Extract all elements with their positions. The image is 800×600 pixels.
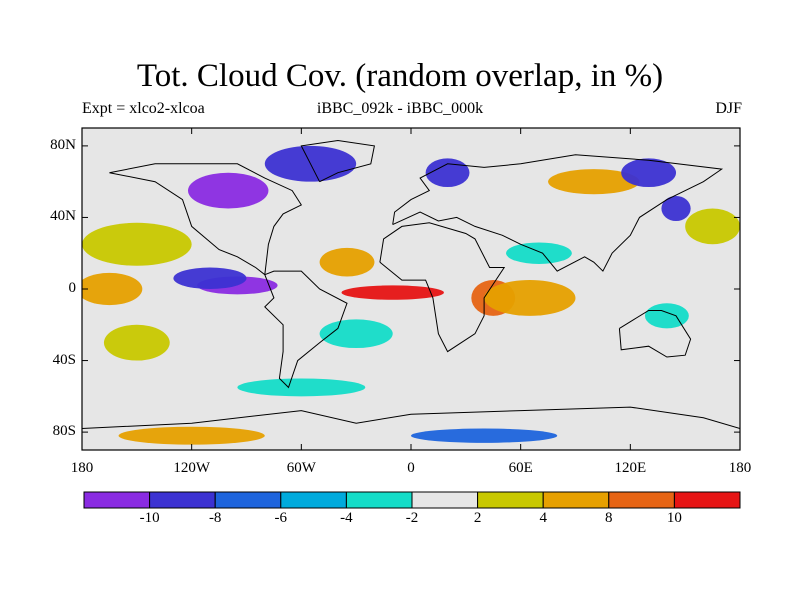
region-indian-orange	[484, 280, 576, 316]
colorbar-box	[477, 491, 544, 509]
region-asia-orange	[548, 169, 640, 195]
colorbar-label: 10	[666, 510, 682, 526]
subtitle-left: Expt = xlco2-xlcoa	[82, 100, 205, 117]
region-pacific-northwest-yellow	[685, 208, 740, 245]
colorbar-label: -6	[274, 510, 288, 526]
colorbar-box	[149, 491, 216, 509]
colorbar-box	[608, 491, 675, 509]
region-antarctic-orange	[118, 426, 265, 445]
region-japan-blue	[661, 195, 691, 222]
y-tick-label: 0	[68, 280, 77, 296]
coastline-6	[82, 406, 740, 429]
region-pacific-east-blue	[173, 267, 247, 289]
anomaly-layer	[82, 145, 740, 445]
region-indian-teal	[506, 242, 572, 264]
region-antarctic-blue	[411, 428, 558, 443]
subtitle-center: iBBC_092k - iBBC_000k	[316, 100, 484, 117]
colorbar-box	[542, 491, 610, 509]
colorbar-box	[280, 491, 347, 509]
region-europe-blue	[425, 158, 470, 188]
region-atlantic-south-teal	[319, 319, 393, 349]
x-tick-label: 120E	[614, 460, 647, 476]
colorbar-box	[345, 491, 413, 509]
coastline-1	[264, 270, 348, 389]
y-tick-label: 40S	[52, 351, 76, 368]
region-atlantic-orange	[319, 247, 375, 277]
y-tick-label: 80N	[50, 136, 76, 153]
colorbar-label: -8	[208, 510, 222, 526]
colorbar-box	[411, 491, 479, 509]
map-title: Tot. Cloud Cov. (random overlap, in %)	[136, 58, 664, 94]
y-tick-label: 40N	[50, 208, 76, 225]
colorbar-label: 8	[605, 510, 613, 526]
region-asia-blue	[621, 158, 677, 188]
colorbar-box	[214, 491, 282, 509]
region-south-pacific-yellow	[103, 324, 170, 361]
coastline-4	[618, 310, 692, 358]
subtitle-right: DJF	[715, 100, 742, 117]
x-tick-label: 0	[407, 460, 415, 476]
x-tick-label: 60W	[286, 460, 316, 476]
x-tick-label: 180	[70, 460, 94, 476]
coastline-0	[109, 163, 303, 276]
colorbar-box	[83, 491, 151, 509]
region-atlantic-red-band	[341, 285, 444, 300]
y-tick-label: 80S	[52, 423, 76, 440]
coastline-5	[300, 139, 375, 183]
coastline-2	[379, 222, 506, 353]
region-pacific-north-warm	[82, 222, 192, 266]
region-pacific-west-orange	[82, 272, 143, 306]
colorbar-label: -10	[139, 510, 160, 526]
region-australia-teal	[644, 303, 689, 329]
colorbar-label: -4	[340, 510, 353, 526]
colorbar-label: -2	[405, 510, 419, 526]
x-tick-label: 60E	[508, 460, 533, 476]
region-southern-ocean-teal	[237, 378, 366, 397]
coastline-layer	[82, 139, 740, 429]
x-tick-label: 120W	[173, 460, 210, 476]
coastline-3	[392, 154, 724, 272]
colorbar-box	[673, 491, 741, 509]
x-tick-label: 180	[728, 460, 752, 476]
region-north-america-cold	[188, 172, 269, 209]
colorbar-label: 4	[539, 510, 547, 526]
colorbar-label: 2	[473, 510, 482, 526]
